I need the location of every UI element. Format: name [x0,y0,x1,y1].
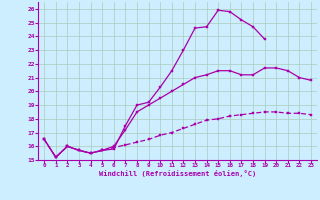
X-axis label: Windchill (Refroidissement éolien,°C): Windchill (Refroidissement éolien,°C) [99,170,256,177]
